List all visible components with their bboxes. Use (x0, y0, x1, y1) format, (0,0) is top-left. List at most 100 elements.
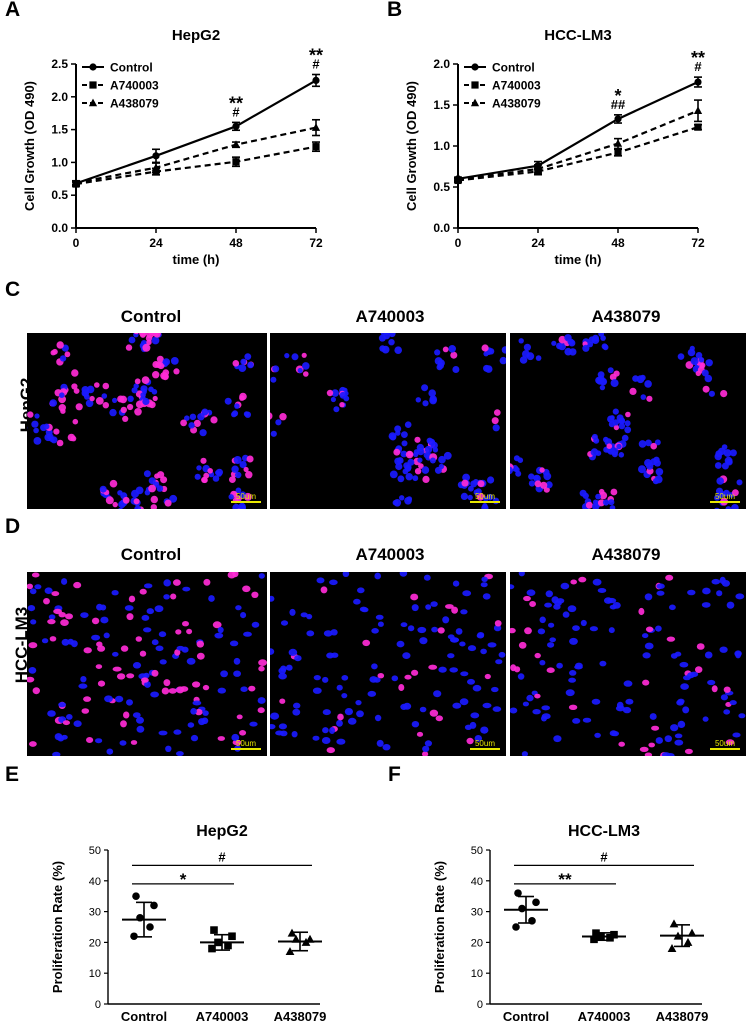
nucleus (126, 613, 134, 621)
nucleus (376, 739, 384, 747)
nucleus (240, 358, 247, 365)
data-point-control (130, 932, 138, 941)
nucleus (421, 384, 429, 392)
nucleus (173, 368, 180, 375)
nucleus (217, 626, 224, 634)
nucleus (462, 590, 472, 597)
nucleus (232, 572, 239, 578)
nucleus (73, 581, 82, 589)
nucleus (162, 358, 170, 366)
nucleus (450, 637, 459, 643)
nucleus (608, 421, 615, 428)
nucleus (43, 598, 50, 605)
nucleus (609, 730, 618, 737)
nucleus (116, 673, 126, 680)
nucleus (120, 720, 127, 728)
nucleus (539, 467, 545, 473)
data-point-a740003 (232, 158, 240, 166)
nucleus (556, 342, 563, 350)
nucleus (279, 698, 286, 704)
nucleus (84, 394, 90, 400)
nucleus (690, 357, 699, 366)
data-point-a740003 (606, 933, 614, 942)
nucleus (428, 664, 438, 670)
nucleus (687, 672, 695, 679)
nucleus (405, 473, 413, 481)
legend-label: A740003 (110, 79, 159, 93)
nucleus (397, 475, 405, 483)
comparison-label: # (600, 849, 608, 864)
nucleus (293, 702, 301, 709)
nucleus (704, 374, 713, 383)
nucleus (618, 417, 625, 424)
nucleus (91, 634, 101, 641)
nucleus (275, 419, 282, 426)
data-point-a740003 (228, 932, 236, 941)
panel-label-b: B (387, 0, 403, 21)
nucleus (493, 624, 502, 632)
nucleus (711, 685, 718, 693)
nucleus (115, 695, 124, 703)
nucleus (580, 619, 587, 627)
nucleus (462, 473, 470, 482)
legend-marker (471, 63, 479, 71)
nucleus (510, 627, 516, 634)
nucleus (326, 389, 334, 397)
nucleus (151, 669, 159, 677)
nucleus (515, 470, 522, 477)
micro-d-col-a740003: A740003 (355, 545, 425, 564)
significance-mark: ** (229, 93, 243, 113)
nucleus (52, 751, 61, 756)
nucleus (656, 583, 665, 589)
nucleus (150, 504, 157, 509)
nucleus (602, 499, 610, 506)
nucleus (642, 652, 651, 659)
nucleus (523, 343, 531, 351)
nucleus (729, 449, 737, 457)
chart-a-hepg2-growth: HepG2 0.0 0.5 1.0 1.5 2.0 2.5 0 24 48 72 time (h) Ce… (22, 27, 323, 267)
nucleus (394, 425, 402, 433)
nucleus (194, 473, 201, 480)
nucleus (687, 589, 696, 596)
nucleus (48, 614, 56, 620)
nucleus (371, 628, 379, 634)
nucleus (155, 645, 164, 652)
nucleus (558, 335, 567, 344)
nucleus (322, 727, 329, 734)
nucleus (402, 652, 411, 659)
nucleus (714, 462, 722, 469)
micro-d-image-a740003: 50um (270, 572, 506, 756)
nucleus (238, 502, 246, 509)
nucleus (652, 478, 659, 485)
y-tick-label: 0.0 (433, 221, 450, 235)
x-tick-label: 48 (611, 236, 625, 250)
nucleus (499, 356, 506, 365)
nucleus (545, 590, 553, 598)
nucleus (570, 579, 577, 585)
nucleus (438, 463, 445, 470)
nucleus (96, 603, 103, 611)
nucleus (132, 662, 142, 669)
nucleus (455, 628, 463, 635)
nucleus (720, 390, 728, 398)
nucleus (141, 614, 150, 621)
nucleus (91, 617, 100, 625)
nucleus (357, 587, 365, 594)
nucleus (403, 702, 412, 710)
nucleus (609, 505, 616, 509)
nucleus (201, 408, 209, 416)
chart-title: HCC-LM3 (568, 823, 640, 840)
nucleus (251, 621, 260, 628)
y-tick-label: 40 (89, 876, 101, 888)
nucleus (174, 649, 181, 656)
nucleus (404, 421, 412, 428)
nucleus (300, 612, 308, 618)
nucleus (501, 346, 506, 354)
x-axis-label: time (h) (173, 252, 220, 267)
nucleus (190, 734, 199, 742)
y-tick-label: 0.5 (51, 188, 68, 202)
x-category-label: Control (121, 1009, 167, 1024)
nucleus (34, 413, 40, 419)
nucleus (644, 593, 653, 601)
comparison-label: # (218, 849, 226, 864)
